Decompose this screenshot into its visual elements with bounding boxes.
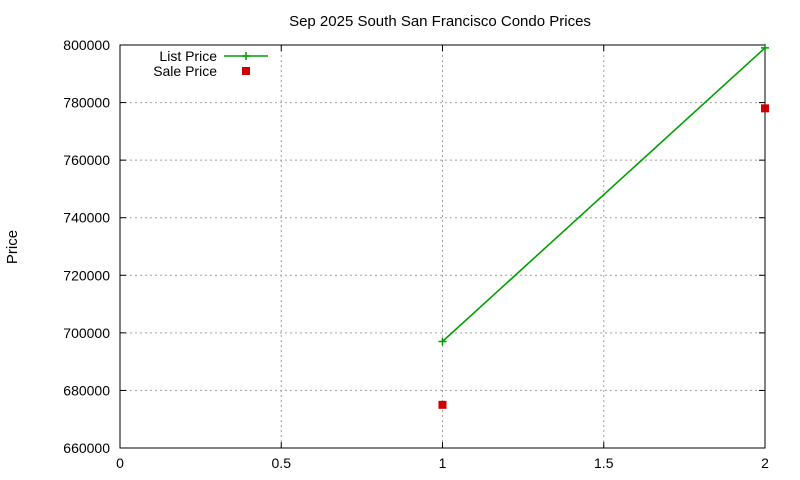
x-tick-label: 2 (761, 455, 769, 471)
x-tick-label: 0.5 (272, 455, 292, 471)
y-tick-label: 660000 (63, 440, 110, 456)
y-tick-label: 700000 (63, 325, 110, 341)
y-tick-label: 780000 (63, 95, 110, 111)
y-axis-label: Price (4, 230, 21, 264)
x-tick-label: 1.5 (594, 455, 614, 471)
x-tick-label: 1 (439, 455, 447, 471)
axis-ticks: 0 0.5 1 1.5 2 660000 680000 700000 720000 740000 7… (63, 37, 769, 471)
series-line-list-price (441, 47, 766, 343)
legend-label: Sale Price (153, 63, 217, 79)
y-tick-label: 720000 (63, 267, 110, 283)
legend-marker (242, 52, 250, 60)
data-point-list-price (438, 337, 447, 346)
x-tick-label: 0 (116, 455, 124, 471)
legend-marker (242, 67, 250, 75)
series-sale-price (438, 104, 769, 409)
legend-label: List Price (159, 48, 217, 64)
series-list-price (438, 43, 769, 346)
series-layer (438, 43, 769, 409)
data-point-sale-price (761, 104, 769, 113)
legend-item-list-price: List Price (159, 48, 268, 64)
y-tick-label: 800000 (63, 37, 110, 53)
grid-lines (120, 45, 765, 448)
legend-item-sale-price: Sale Price (153, 63, 250, 79)
y-tick-label: 740000 (63, 210, 110, 226)
y-tick-label: 760000 (63, 152, 110, 168)
y-tick-label: 680000 (63, 382, 110, 398)
data-point-sale-price (438, 400, 447, 409)
data-point-list-price (761, 43, 769, 52)
chart-title: Sep 2025 South San Francisco Condo Price… (289, 13, 591, 30)
